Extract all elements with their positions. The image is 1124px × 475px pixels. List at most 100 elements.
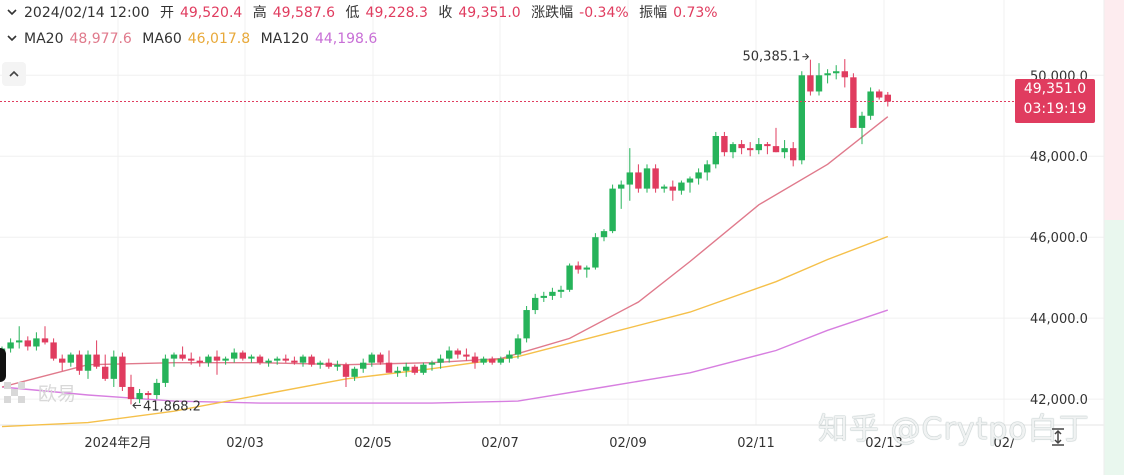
ma60-label: MA60 <box>142 31 182 47</box>
y-tick-label: 48,000.0 <box>1030 150 1088 165</box>
resize-vertical-icon <box>1052 428 1064 446</box>
chevron-down-icon[interactable] <box>6 3 18 23</box>
candle-body <box>480 358 487 363</box>
candle-body <box>497 358 504 363</box>
ma20-label: MA20 <box>24 31 64 47</box>
candle-body <box>291 360 298 363</box>
candle-body <box>102 366 109 379</box>
candle-body <box>84 354 92 371</box>
candle-body <box>153 382 160 396</box>
change-value: -0.34% <box>579 5 629 21</box>
candle-body <box>669 186 676 191</box>
candle-body <box>162 358 169 383</box>
candle-body <box>721 136 728 153</box>
x-tick-label: 02/13 <box>865 436 902 451</box>
candle-body <box>308 356 315 365</box>
candle-body <box>67 354 74 363</box>
okx-mark <box>0 348 6 382</box>
candle-body <box>50 342 57 359</box>
x-tick-label: 02/09 <box>609 436 646 451</box>
candle-body <box>377 354 384 363</box>
candle-body <box>858 115 866 128</box>
x-tick-label: 2024年2月 <box>84 436 151 451</box>
close-label: 收 <box>438 5 453 21</box>
last-price-tag: 49,351.0 03:19:19 <box>1015 79 1095 123</box>
chevron-down-icon[interactable] <box>6 29 18 49</box>
candle-body <box>747 148 754 151</box>
candle-body <box>850 77 857 128</box>
candle-body <box>437 358 444 363</box>
low-annotation-arrowhead <box>132 402 137 409</box>
candle-body <box>549 291 556 296</box>
amplitude-label: 振幅 <box>639 5 668 21</box>
candle-body <box>471 356 479 363</box>
candle-body <box>764 144 771 147</box>
candle-body <box>686 178 694 183</box>
candle-body <box>76 354 83 371</box>
ma20-value: 48,977.6 <box>69 31 132 47</box>
candle-body <box>428 362 436 365</box>
collapse-button[interactable] <box>2 62 26 86</box>
low-label: 低 <box>345 5 360 21</box>
buy-depth-band <box>1104 220 1124 475</box>
candle-body <box>876 91 883 98</box>
amplitude-value: 0.73% <box>673 5 718 21</box>
candle-body <box>738 144 745 149</box>
candle-body <box>635 172 642 189</box>
y-tick-label: 44,000.0 <box>1030 312 1088 327</box>
candle-body <box>592 237 599 268</box>
candle-body <box>248 356 255 359</box>
candle-body <box>145 393 152 396</box>
candle-body <box>231 352 238 359</box>
candle-body <box>394 370 401 373</box>
candle-body <box>274 358 281 361</box>
candle-body <box>351 368 358 377</box>
ma120-label: MA120 <box>260 31 309 47</box>
candle-body <box>884 94 891 102</box>
candle-body <box>256 356 264 363</box>
candle-body <box>618 184 625 189</box>
ma20-line <box>1 116 889 388</box>
candle-body <box>41 338 49 343</box>
resize-button[interactable] <box>1046 427 1070 451</box>
candle-body <box>506 354 513 359</box>
candle-body <box>213 356 221 361</box>
watermark-text: 知乎 @Crytpo白丁 <box>818 412 1090 447</box>
candle-body <box>626 172 633 185</box>
candle-body <box>446 350 453 359</box>
candle-body <box>454 350 461 355</box>
y-tick-label: 42,000.0 <box>1030 393 1088 408</box>
candle-body <box>609 188 616 232</box>
candle-body <box>523 310 530 339</box>
ma120-value: 44,198.6 <box>314 31 378 47</box>
candle-body <box>532 297 539 311</box>
candle-body <box>196 360 203 363</box>
candle-body <box>566 265 573 290</box>
candle-body <box>360 362 367 369</box>
ma120-line <box>1 309 889 404</box>
x-tick-label: 02/ <box>994 436 1016 451</box>
candle-body <box>110 356 117 379</box>
candle-body <box>282 358 289 361</box>
okx-logo-text: 欧易 <box>38 383 76 405</box>
candle-body <box>7 342 14 349</box>
candle-body <box>867 91 874 116</box>
candle-body <box>127 386 135 400</box>
change-label: 涨跌幅 <box>531 5 574 21</box>
y-tick-label: 46,000.0 <box>1030 231 1088 246</box>
x-tick-label: 02/11 <box>737 436 774 451</box>
candle-body <box>798 75 805 161</box>
candle-body <box>136 393 143 400</box>
last-price-value: 49,351.0 <box>1023 81 1087 97</box>
high-annotation-label: 50,385.1 <box>743 50 801 65</box>
candle-body <box>342 364 350 377</box>
candle-body <box>24 340 31 347</box>
high-annotation-arrowhead <box>805 53 810 61</box>
ohlc-info-row: 2024/02/14 12:00 开 49,520.4 高 49,587.6 低 49… <box>6 3 724 23</box>
candle-body <box>222 358 229 361</box>
candle-countdown: 03:19:19 <box>1023 101 1087 117</box>
candle-body <box>540 295 547 298</box>
open-label: 开 <box>159 5 174 21</box>
candle-body <box>411 366 418 373</box>
